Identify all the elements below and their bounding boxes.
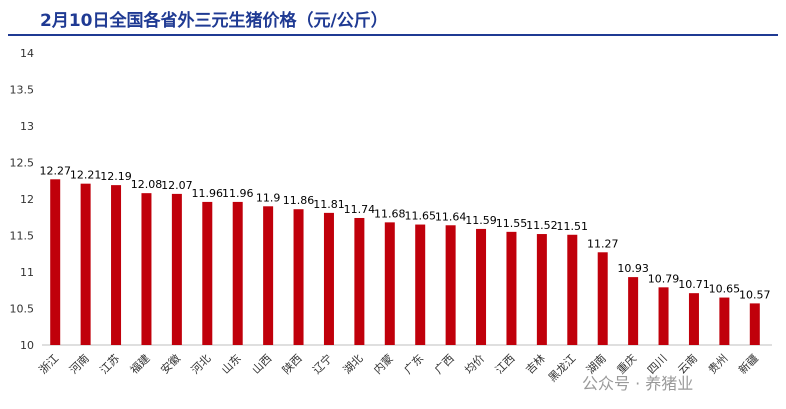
bar (354, 217, 365, 345)
data-label: 10.65 (709, 283, 741, 296)
title-bar (0, 0, 786, 34)
y-tick-label: 12.5 (10, 157, 35, 170)
bar (506, 231, 517, 345)
y-tick-label: 11 (20, 266, 34, 279)
bar (111, 185, 122, 345)
data-label: 11.65 (404, 210, 436, 223)
x-tick-label: 福建 (127, 351, 152, 376)
data-label: 12.08 (131, 178, 163, 191)
y-tick-label: 13 (20, 120, 34, 133)
data-label: 11.74 (344, 203, 376, 216)
bar (688, 293, 699, 345)
data-label: 10.71 (678, 278, 710, 291)
data-label: 10.57 (739, 288, 771, 301)
x-tick-label: 陕西 (279, 351, 304, 376)
data-label: 11.96 (192, 187, 224, 200)
data-label: 11.86 (283, 194, 315, 207)
x-tick-label: 吉林 (523, 351, 548, 376)
x-tick-label: 辽宁 (310, 351, 335, 376)
x-tick-label: 贵州 (706, 352, 731, 377)
y-tick-label: 10 (20, 339, 34, 352)
data-label: 11.68 (374, 207, 406, 220)
bar (263, 206, 274, 345)
data-label: 11.9 (256, 191, 281, 204)
data-label: 11.55 (496, 217, 528, 230)
bar (141, 193, 152, 345)
bar (232, 201, 243, 345)
data-label: 12.21 (70, 169, 102, 182)
data-label: 11.52 (526, 219, 558, 232)
data-label: 12.19 (100, 170, 132, 183)
x-tick-label: 浙江 (37, 352, 62, 377)
bar (445, 225, 456, 345)
bar (658, 287, 669, 345)
y-tick-label: 10.5 (10, 303, 35, 316)
data-label: 12.27 (39, 164, 71, 177)
bar (415, 224, 426, 345)
data-label: 11.81 (313, 198, 345, 211)
x-tick-label: 江苏 (97, 352, 122, 377)
bar (567, 234, 578, 345)
bar (384, 222, 395, 345)
data-label: 10.93 (617, 262, 649, 275)
y-tick-label: 11.5 (10, 230, 35, 243)
data-label: 11.96 (222, 187, 254, 200)
bar (536, 234, 547, 345)
title-underline (8, 34, 778, 36)
x-tick-label: 均价 (462, 352, 487, 377)
bar (476, 228, 487, 345)
x-tick-label: 山西 (249, 352, 274, 377)
x-tick-label: 安徽 (158, 351, 183, 376)
data-label: 11.27 (587, 237, 619, 250)
x-tick-label: 江西 (493, 352, 518, 377)
bar-chart: 10 10.5 11 11.5 12 12.5 13 13.5 14 12.27 浙江 12.21 河南… (10, 47, 772, 385)
x-tick-label: 广西 (432, 352, 457, 377)
bar (50, 179, 61, 345)
bar (293, 209, 304, 345)
bar (628, 277, 639, 345)
x-tick-label: 山东 (219, 352, 244, 377)
data-label: 11.64 (435, 210, 467, 223)
bar (202, 201, 213, 345)
bar (719, 297, 730, 345)
y-tick-label: 12 (20, 193, 34, 206)
data-label: 11.59 (465, 214, 497, 227)
data-label: 11.51 (557, 220, 589, 233)
watermark-text: 公众号 · 养猪业 (582, 374, 694, 393)
x-tick-label: 湖北 (341, 352, 366, 377)
y-tick-label: 13.5 (10, 84, 35, 97)
chart-title: 2月10日全国各省外三元生猪价格（元/公斤） (40, 11, 388, 31)
bar (597, 252, 608, 345)
y-tick-label: 14 (20, 47, 34, 60)
x-tick-label: 新疆 (735, 351, 760, 376)
x-tick-label: 河北 (189, 352, 214, 377)
x-tick-label: 广东 (402, 352, 427, 377)
bar (171, 193, 182, 345)
x-tick-label: 内蒙 (370, 351, 395, 376)
bar (80, 183, 91, 345)
bar (323, 212, 334, 345)
data-label: 12.07 (161, 179, 193, 192)
bar (749, 303, 760, 345)
x-tick-label: 黑龙江 (546, 352, 579, 385)
data-label: 10.79 (648, 272, 680, 285)
x-tick-label: 河南 (67, 352, 92, 377)
